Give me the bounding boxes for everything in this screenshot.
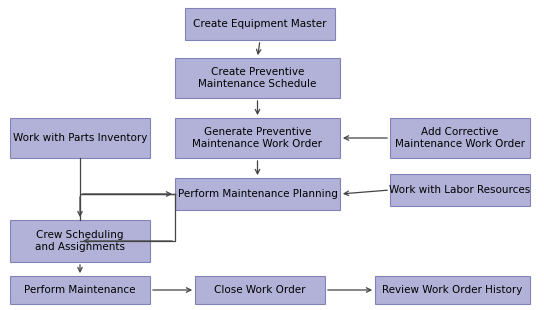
FancyBboxPatch shape [10,276,150,304]
FancyBboxPatch shape [10,118,150,158]
Text: Create Preventive
Maintenance Schedule: Create Preventive Maintenance Schedule [199,67,317,89]
Text: Close Work Order: Close Work Order [214,285,306,295]
FancyBboxPatch shape [195,276,325,304]
Text: Perform Maintenance Planning: Perform Maintenance Planning [177,189,337,199]
FancyBboxPatch shape [375,276,530,304]
FancyBboxPatch shape [175,58,340,98]
FancyBboxPatch shape [10,220,150,262]
Text: Create Equipment Master: Create Equipment Master [193,19,327,29]
Text: Work with Labor Resources: Work with Labor Resources [390,185,530,195]
Text: Work with Parts Inventory: Work with Parts Inventory [13,133,147,143]
FancyBboxPatch shape [390,118,530,158]
Text: Generate Preventive
Maintenance Work Order: Generate Preventive Maintenance Work Ord… [193,127,323,149]
FancyBboxPatch shape [175,178,340,210]
Text: Perform Maintenance: Perform Maintenance [24,285,136,295]
FancyBboxPatch shape [185,8,335,40]
Text: Review Work Order History: Review Work Order History [382,285,523,295]
Text: Add Corrective
Maintenance Work Order: Add Corrective Maintenance Work Order [395,127,525,149]
FancyBboxPatch shape [175,118,340,158]
FancyBboxPatch shape [390,174,530,206]
Text: Crew Scheduling
and Assignments: Crew Scheduling and Assignments [35,230,125,252]
